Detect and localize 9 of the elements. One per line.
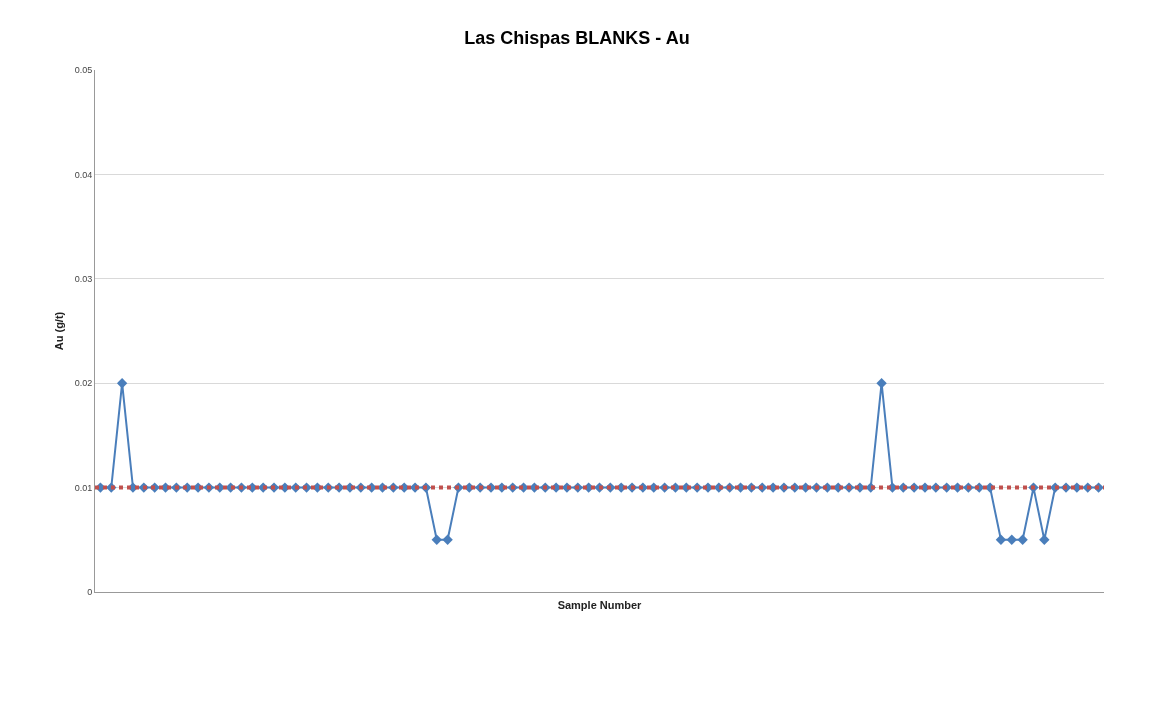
y-axis-title: Au (g/t) xyxy=(53,311,65,351)
chart-title: Las Chispas BLANKS - Au xyxy=(464,28,690,49)
y-tick-label: 0.03 xyxy=(74,273,93,284)
x-axis-title: Sample Number xyxy=(557,599,643,612)
y-tick-label: 0.02 xyxy=(74,378,93,389)
y-tick-label: 0 xyxy=(87,587,93,598)
y-tick-label: 0.01 xyxy=(74,482,93,493)
y-tick-label: 0.05 xyxy=(74,65,93,76)
y-tick-label: 0.04 xyxy=(74,169,93,180)
